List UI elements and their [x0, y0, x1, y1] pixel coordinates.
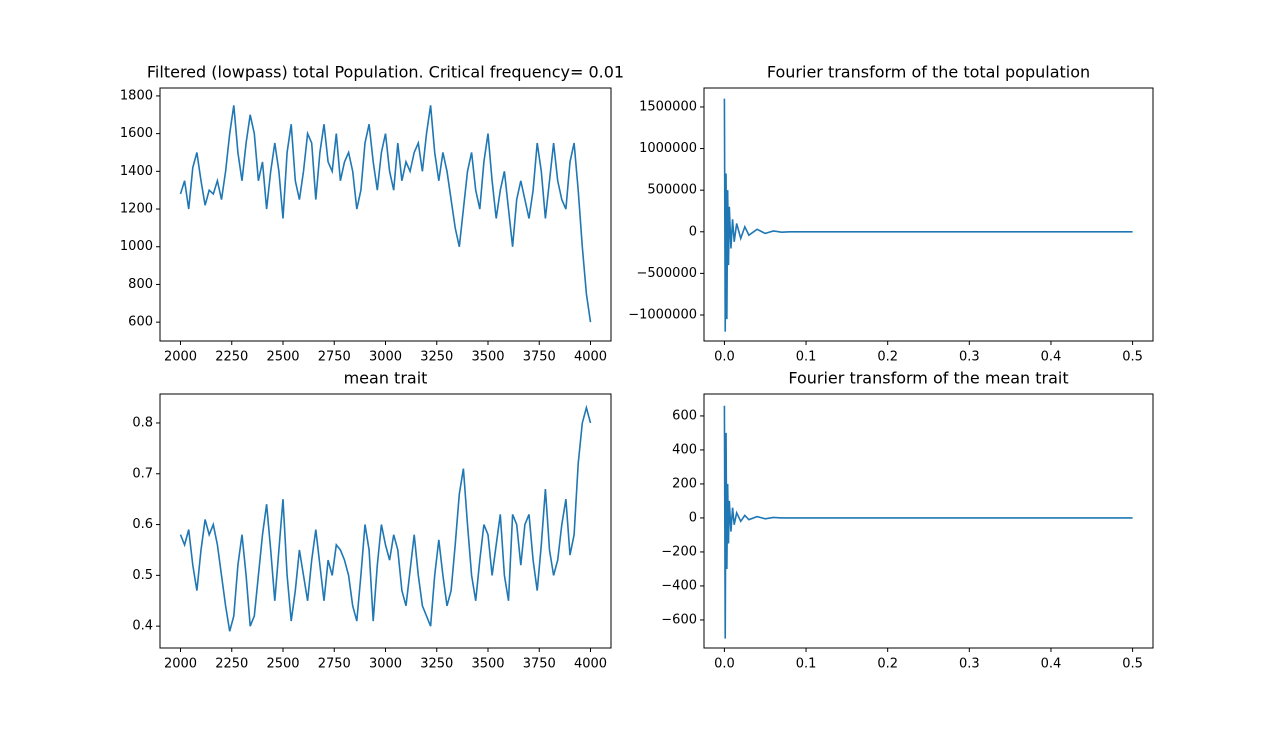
- y-tick-label: 0.4: [132, 619, 153, 634]
- data-line: [179, 105, 592, 323]
- chart-title: mean trait: [344, 369, 428, 388]
- y-tick-label: 1400: [120, 164, 153, 179]
- y-tick-label: −200: [661, 544, 697, 559]
- x-tick-label: 2250: [215, 657, 248, 672]
- y-tick-label: 600: [128, 315, 153, 330]
- chart-title: Filtered (lowpass) total Population. Cri…: [147, 63, 624, 82]
- y-tick-label: 600: [672, 408, 697, 423]
- y-tick-label: 0.8: [132, 415, 153, 430]
- x-tick-label: 0.4: [1041, 657, 1062, 672]
- x-tick-label: 2500: [266, 657, 299, 672]
- x-tick-label: 3750: [523, 657, 556, 672]
- axes-frame: [703, 87, 1154, 342]
- y-tick-label: 400: [672, 442, 697, 457]
- x-tick-label: 2750: [318, 657, 351, 672]
- x-tick-label: 2000: [164, 657, 197, 672]
- x-tick-label: 2000: [164, 350, 197, 365]
- x-tick-label: 4000: [574, 657, 607, 672]
- y-tick-label: 1600: [120, 126, 153, 141]
- y-tick-label: 1200: [120, 202, 153, 217]
- axes-frame: [159, 87, 612, 342]
- y-tick-label: 1000000: [639, 141, 697, 156]
- x-tick-label: 0.5: [1122, 657, 1143, 672]
- x-tick-label: 4000: [574, 350, 607, 365]
- y-tick-label: −600: [661, 612, 697, 627]
- data-line: [179, 404, 592, 632]
- y-tick-label: 0: [689, 224, 697, 239]
- x-tick-label: 3250: [420, 657, 453, 672]
- axes-frame: [159, 393, 612, 649]
- x-tick-label: 0.5: [1122, 350, 1143, 365]
- x-tick-label: 0.3: [959, 350, 980, 365]
- y-tick-label: 500000: [647, 183, 697, 198]
- y-tick-label: 0.6: [132, 517, 153, 532]
- data-line: [723, 405, 1133, 639]
- x-tick-label: 0.4: [1041, 350, 1062, 365]
- x-tick-label: 0.2: [877, 350, 898, 365]
- x-tick-label: 0.0: [714, 350, 735, 365]
- y-tick-label: 0: [689, 510, 697, 525]
- y-tick-label: 1000: [120, 239, 153, 254]
- y-tick-label: 1800: [120, 88, 153, 103]
- y-tick-label: 0.5: [132, 568, 153, 583]
- x-tick-label: 0.0: [714, 657, 735, 672]
- y-tick-label: 800: [128, 277, 153, 292]
- x-tick-label: 2750: [318, 350, 351, 365]
- x-tick-label: 2250: [215, 350, 248, 365]
- axes-frame: [703, 393, 1154, 649]
- y-tick-label: 200: [672, 476, 697, 491]
- chart-title: Fourier transform of the total populatio…: [767, 63, 1090, 82]
- x-tick-label: 0.1: [796, 657, 817, 672]
- x-tick-label: 3750: [523, 350, 556, 365]
- y-tick-label: −400: [661, 578, 697, 593]
- x-tick-label: 0.1: [796, 350, 817, 365]
- x-tick-label: 0.3: [959, 657, 980, 672]
- y-tick-label: 1500000: [639, 99, 697, 114]
- chart-title: Fourier transform of the mean trait: [788, 369, 1068, 388]
- x-tick-label: 3500: [471, 350, 504, 365]
- data-line: [723, 98, 1133, 332]
- x-tick-label: 3000: [369, 350, 402, 365]
- x-tick-label: 3000: [369, 657, 402, 672]
- x-tick-label: 3500: [471, 657, 504, 672]
- y-tick-label: −500000: [636, 266, 697, 281]
- y-tick-label: 0.7: [132, 466, 153, 481]
- x-tick-label: 2500: [266, 350, 299, 365]
- x-tick-label: 0.2: [877, 657, 898, 672]
- x-tick-label: 3250: [420, 350, 453, 365]
- y-tick-label: −1000000: [628, 307, 697, 322]
